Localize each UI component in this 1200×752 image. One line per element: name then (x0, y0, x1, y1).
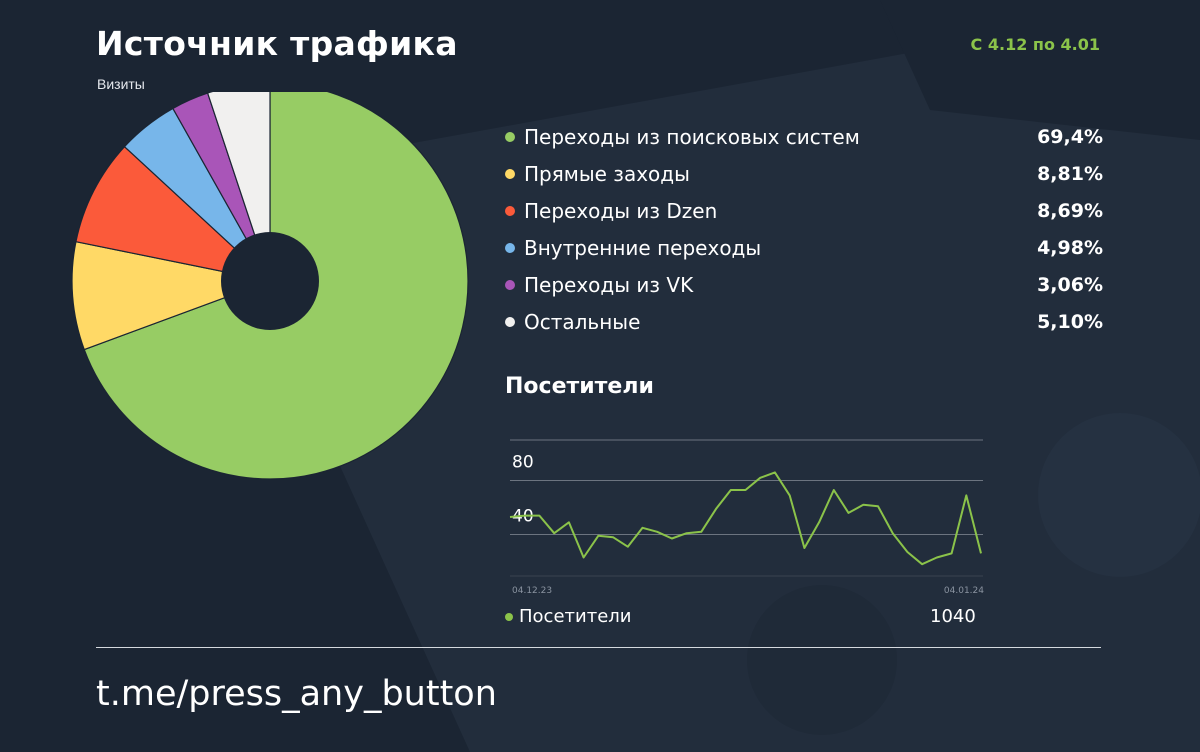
legend-dot (505, 280, 515, 290)
legend-dot (505, 206, 515, 216)
pie-legend: Переходы из поисковых систем 69,4% Прямые … (505, 118, 1103, 340)
page-title: Источник трафика (96, 24, 458, 63)
series-line-visitors (509, 471, 982, 566)
date-range: С 4.12 по 4.01 (970, 35, 1100, 54)
line-chart-title: Посетители (505, 374, 654, 399)
legend-value: 5,10% (1037, 310, 1103, 333)
legend-item-key: Переходы из VK (505, 273, 693, 297)
x-label-start: 04.12.23 (512, 586, 552, 595)
y-tick-label: 80 (512, 453, 534, 473)
legend-item: Переходы из VK 3,06% (505, 266, 1103, 303)
legend-label: Внутренние переходы (524, 235, 762, 260)
legend-item: Внутренние переходы 4,98% (505, 229, 1103, 266)
pie-slice-6 (206, 92, 271, 282)
legend-item: Переходы из Dzen 8,69% (505, 192, 1103, 229)
legend-value: 8,81% (1037, 162, 1103, 185)
legend-label: Переходы из Dzen (524, 198, 718, 223)
legend-item-key: Остальные (505, 310, 640, 334)
legend-dot (505, 169, 515, 179)
legend-item: Прямые заходы 8,81% (505, 155, 1103, 192)
legend-value: 69,4% (1037, 125, 1103, 148)
legend-value: 3,06% (1037, 273, 1103, 296)
pie-chart (71, 92, 469, 480)
legend-dot (505, 132, 515, 142)
line-chart-legend: Посетители (505, 606, 631, 627)
legend-dot (505, 317, 515, 327)
legend-item: Переходы из поисковых систем 69,4% (505, 118, 1103, 155)
legend-label: Переходы из поисковых систем (524, 124, 860, 149)
legend-item-key: Переходы из Dzen (505, 199, 717, 223)
legend-label: Переходы из VK (524, 272, 694, 297)
legend-value: 4,98% (1037, 236, 1103, 259)
visitors-total: 1040 (930, 606, 976, 627)
pie-slice-3 (75, 145, 272, 283)
legend-dot (505, 243, 515, 253)
pie-slice-2 (71, 241, 273, 351)
donut-hole (221, 232, 319, 330)
footer-link[interactable]: t.me/press_any_button (96, 674, 497, 714)
line-legend-label: Посетители (519, 606, 632, 627)
legend-label: Прямые заходы (524, 161, 690, 186)
legend-item-key: Переходы из поисковых систем (505, 125, 860, 149)
page-subtitle: Визиты (97, 76, 145, 92)
x-label-end: 04.01.24 (944, 586, 984, 595)
legend-label: Остальные (524, 309, 641, 334)
legend-value: 8,69% (1037, 199, 1103, 222)
legend-item: Остальные 5,10% (505, 303, 1103, 340)
legend-dot (505, 613, 513, 621)
footer-divider (96, 647, 1101, 648)
legend-item-key: Внутренние переходы (505, 236, 761, 260)
legend-item-key: Прямые заходы (505, 162, 690, 186)
